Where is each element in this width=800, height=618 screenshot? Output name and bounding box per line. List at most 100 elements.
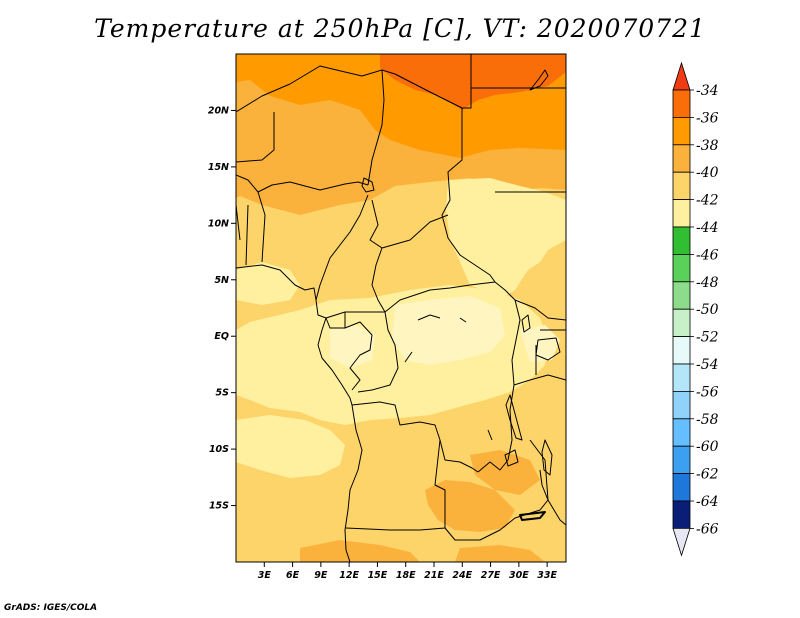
lake-chad [361, 177, 375, 193]
boundary-line [325, 312, 346, 329]
lat-tick-label: 5S [216, 388, 230, 399]
colorbar-label: -44 [696, 220, 719, 236]
colorbar-swatch [672, 253, 691, 283]
lat-tick-label: 15S [209, 501, 229, 512]
boundary-line [257, 181, 369, 193]
colorbar-swatch [672, 199, 691, 228]
field-region-38-south-3 [300, 540, 420, 562]
colorbar-label: -52 [696, 330, 719, 346]
boundary-line [236, 204, 241, 241]
river-feature [404, 351, 413, 363]
boundary-line [394, 73, 463, 109]
colorbar-bottom-arrow [672, 528, 691, 557]
boundary-line [513, 374, 566, 386]
lon-tick-label: 9E [314, 570, 328, 581]
lon-tick-label: 33E [537, 570, 557, 581]
colorbar: -34 -36 -38 -40 -42 -44 -46 -48 -50 -52 -54 -56 -58 -… [672, 61, 719, 557]
colorbar-swatch [672, 336, 691, 365]
colorbar-swatch [672, 308, 691, 338]
field-region-42-west [236, 262, 300, 305]
colorbar-label: -46 [696, 247, 719, 263]
coastline [317, 317, 353, 406]
longitude-axis: 3E 6E 9E 12E 15E 18E 21E 24E 27E 30E 33E [258, 562, 558, 581]
lon-tick-label: 24E [452, 570, 472, 581]
field-region-42-southwest [236, 415, 345, 478]
colorbar-label: -54 [696, 357, 719, 373]
boundary-line [381, 214, 449, 249]
colorbar-label: -50 [696, 302, 719, 318]
lat-tick-label: 10S [209, 444, 229, 455]
field-region-38-south-2 [470, 450, 540, 495]
colorbar-label: -34 [696, 83, 719, 99]
field-region-42-east [446, 178, 566, 300]
country-boundaries [236, 54, 566, 562]
lake-malawi [541, 439, 553, 476]
colorbar-swatch [672, 500, 691, 529]
coastline [344, 404, 363, 562]
colorbar-label: -60 [696, 439, 719, 455]
boundary-line [245, 204, 249, 266]
map-frame [235, 53, 567, 563]
lon-tick-label: 15E [368, 570, 388, 581]
field-region-34 [380, 54, 566, 110]
colorbar-label: -48 [696, 275, 719, 291]
boundary-line [444, 499, 549, 541]
field-region-pale-3 [520, 325, 560, 362]
lat-tick-label: 10N [208, 218, 229, 229]
boundary-line [351, 401, 479, 473]
lake-albert [521, 314, 531, 333]
boundary-line [369, 199, 386, 313]
field-region-38-south-4 [455, 545, 545, 562]
boundary-line [236, 174, 266, 216]
lon-tick-label: 21E [424, 570, 444, 581]
boundary-line [514, 299, 566, 321]
boundary-line [539, 469, 549, 501]
boundary-line [441, 108, 463, 239]
boundary-line [344, 321, 373, 391]
lat-tick-label: EQ [214, 331, 229, 342]
boundary-line [345, 527, 446, 531]
colorbar-swatch [672, 171, 691, 200]
colorbar-label: -40 [696, 165, 719, 181]
colorbar-label: -42 [696, 193, 719, 209]
colorbar-swatch [672, 89, 691, 118]
boundary-line [367, 69, 385, 186]
colorbar-swatch [672, 445, 691, 475]
lon-tick-label: 6E [286, 570, 300, 581]
field-region-38-south-1 [425, 480, 515, 532]
boundary-line [261, 214, 266, 263]
colorbar-swatch [672, 473, 691, 502]
lake-tanganyika [505, 394, 523, 441]
colorbar-label: -58 [696, 412, 719, 428]
lat-tick-label: 5N [214, 275, 229, 286]
boundary-line [447, 237, 496, 283]
colorbar-swatch [672, 363, 691, 392]
coastline [236, 264, 317, 301]
lon-tick-label: 3E [258, 570, 272, 581]
colorbar-label: -38 [696, 138, 719, 154]
boundary-line [384, 281, 516, 313]
colorbar-swatch [672, 226, 691, 255]
latitude-axis: 20N 15N 10N 5N EQ 5S 10S 15S [208, 105, 236, 512]
field-region-pale-1 [392, 296, 505, 365]
river-feature [487, 429, 493, 441]
colorbar-swatch [672, 117, 691, 146]
lon-tick-label: 12E [339, 570, 359, 581]
lat-tick-label: 20N [208, 105, 229, 116]
colorbar-label: -62 [696, 467, 719, 483]
colorbar-swatch [672, 281, 691, 310]
grads-credit: GrADS: IGES/COLA [4, 603, 98, 613]
lon-tick-label: 30E [509, 570, 529, 581]
colorbar-label: -64 [696, 494, 719, 510]
colorbar-label: -66 [696, 521, 719, 537]
boundary-line [462, 88, 472, 109]
boundary-line [236, 65, 396, 113]
lon-tick-label: 27E [481, 570, 501, 581]
boundary-line [477, 299, 521, 473]
map-title: Temperature at 250hPa [C], VT: 202007072… [94, 14, 706, 43]
river-feature [417, 314, 441, 321]
colorbar-label: -36 [696, 110, 719, 126]
colorbar-swatch [672, 418, 691, 447]
boundary-line [434, 439, 446, 528]
